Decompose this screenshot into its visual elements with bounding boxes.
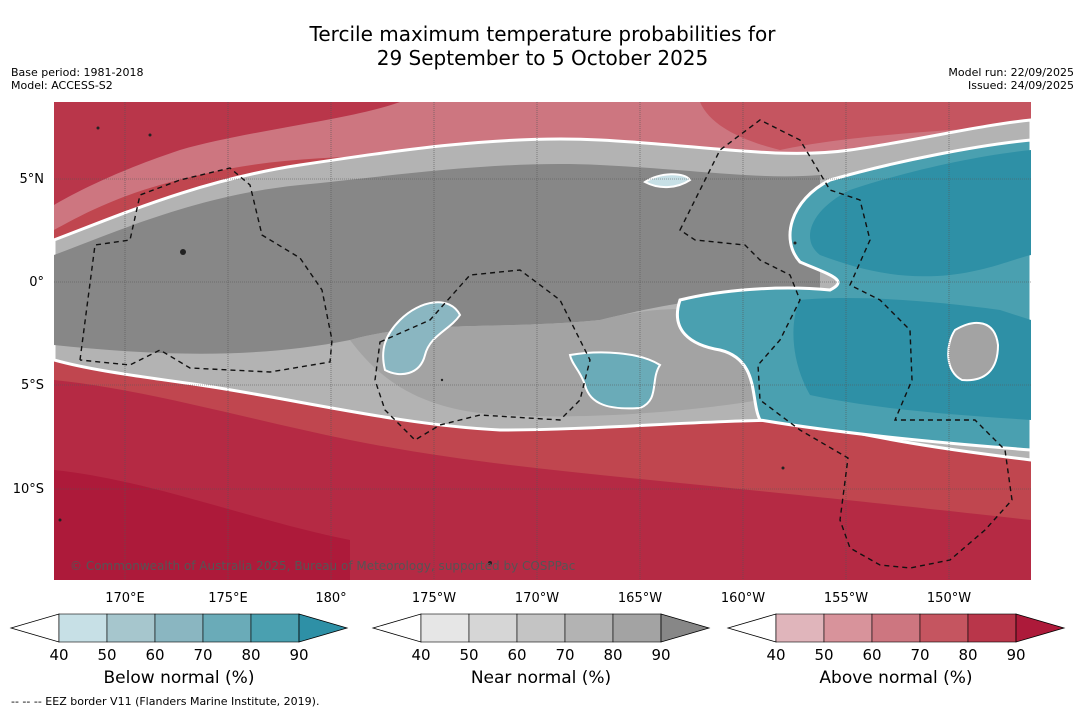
colorbar-tick-label: 60 [145, 646, 164, 664]
colorbar-extend-high [298, 613, 349, 643]
eez-border-east [679, 119, 1013, 569]
above-normal-peak-south [54, 470, 350, 580]
colorbar-tick-label: 90 [1006, 646, 1025, 664]
colorbar-near-normal: 40 50 60 70 80 90 [371, 613, 711, 664]
lat-label: 0° [29, 275, 44, 290]
colorbar-tick-label: 40 [766, 646, 785, 664]
colorbar-segment [420, 613, 470, 643]
colorbar-segment [775, 613, 825, 643]
colorbar-tick-label: 80 [603, 646, 622, 664]
colorbar-segment [612, 613, 662, 643]
colorbar-segment [516, 613, 566, 643]
colorbar-segment [967, 613, 1017, 643]
colorbar-extend-high [660, 613, 711, 643]
eez-border-west [79, 167, 333, 373]
lat-label: 5°N [20, 172, 45, 187]
colorbar-segment [106, 613, 156, 643]
colorbar-extend-low [9, 613, 60, 643]
colorbar-below-normal: 40 50 60 70 80 90 [9, 613, 349, 664]
below-normal-patch-north [643, 173, 692, 188]
meta-left: Base period: 1981-2018 Model: ACCESS-S2 [11, 66, 143, 92]
eez-footnote: -- -- -- EEZ border V11 (Flanders Marine… [11, 695, 320, 708]
near-normal-core [54, 164, 820, 354]
lon-label: 155°W [824, 591, 868, 606]
islands [58, 126, 797, 565]
colorbar-tick-label: 90 [651, 646, 670, 664]
colorbar-segment [468, 613, 518, 643]
copyright-text: © Commonwealth of Australia 2025, Bureau… [70, 559, 575, 573]
colorbar-tick-label: 80 [958, 646, 977, 664]
colorbar-tick-label: 60 [862, 646, 881, 664]
lon-label: 175°E [208, 591, 248, 606]
colorbar-tick-label: 50 [459, 646, 478, 664]
island [781, 466, 785, 470]
colorbar-extend-high [1015, 613, 1066, 643]
lon-label: 150°W [927, 591, 971, 606]
colorbar-segment [250, 613, 300, 643]
title-line-1: Tercile maximum temperature probabilitie… [309, 22, 776, 46]
title-line-2: 29 September to 5 October 2025 [376, 46, 709, 70]
colorbar-label-below: Below normal (%) [103, 668, 255, 688]
lon-label: 160°W [721, 591, 765, 606]
chart-title: Tercile maximum temperature probabilitie… [0, 22, 1085, 70]
below-normal-patch-central [382, 301, 462, 376]
lat-label: 10°S [13, 482, 44, 497]
island [148, 133, 152, 137]
lon-label: 165°W [618, 591, 662, 606]
colorbar-tick-label: 50 [97, 646, 116, 664]
issued-date: Issued: 24/09/2025 [967, 79, 1074, 92]
colorbar-label-near: Near normal (%) [470, 668, 612, 688]
colorbar-segment [564, 613, 614, 643]
map-gridlines [54, 102, 1031, 580]
island [180, 249, 186, 255]
model-run: Model run: 22/09/2025 [948, 66, 1074, 79]
colorbar-tick-label: 80 [241, 646, 260, 664]
eez-border-central [374, 269, 591, 441]
island [58, 518, 62, 522]
colorbar-segment [823, 613, 873, 643]
model-name: Model: ACCESS-S2 [11, 79, 113, 92]
colorbar-tick-label: 70 [193, 646, 212, 664]
colorbar-label-above: Above normal (%) [819, 668, 973, 688]
colorbar-tick-label: 70 [555, 646, 574, 664]
island [96, 126, 100, 130]
lon-label: 180° [315, 591, 346, 606]
colorbar-segment [58, 613, 108, 643]
colorbar-segment [871, 613, 921, 643]
island [488, 561, 492, 565]
above-normal-core-northeast [700, 102, 1031, 150]
colorbar-tick-label: 40 [49, 646, 68, 664]
colorbar-extend-low [726, 613, 777, 643]
near-normal-patch-east [947, 322, 1000, 382]
colorbar-tick-label: 70 [910, 646, 929, 664]
near-normal-mid [350, 309, 760, 417]
colorbar-segment [202, 613, 252, 643]
colorbar-tick-label: 40 [411, 646, 430, 664]
longitude-labels: 170°E 175°E 180° 175°W 170°W 165°W 160°W… [105, 591, 971, 606]
colorbar-tick-label: 90 [289, 646, 308, 664]
island [440, 378, 444, 382]
base-period: Base period: 1981-2018 [11, 66, 144, 79]
colorbar-segment [919, 613, 969, 643]
colorbar-above-normal: 40 50 60 70 80 90 [726, 613, 1066, 664]
lon-label: 170°W [515, 591, 559, 606]
lon-label: 175°W [412, 591, 456, 606]
colorbar-extend-low [371, 613, 422, 643]
below-normal-patch-south-central [568, 351, 662, 410]
lon-label: 170°E [105, 591, 145, 606]
below-normal-core-east [810, 150, 1031, 277]
island [793, 241, 797, 245]
lat-label: 5°S [21, 378, 44, 393]
colorbar-tick-label: 60 [507, 646, 526, 664]
latitude-labels: 5°N 0° 5°S 10°S [13, 172, 44, 497]
colorbar-segment [154, 613, 204, 643]
above-normal-core-north [54, 102, 400, 205]
eez-borders [79, 119, 1013, 569]
probability-map: © Commonwealth of Australia 2025, Bureau… [54, 102, 1031, 580]
colorbar-tick-label: 50 [814, 646, 833, 664]
meta-right: Model run: 22/09/2025 Issued: 24/09/2025 [948, 66, 1074, 92]
